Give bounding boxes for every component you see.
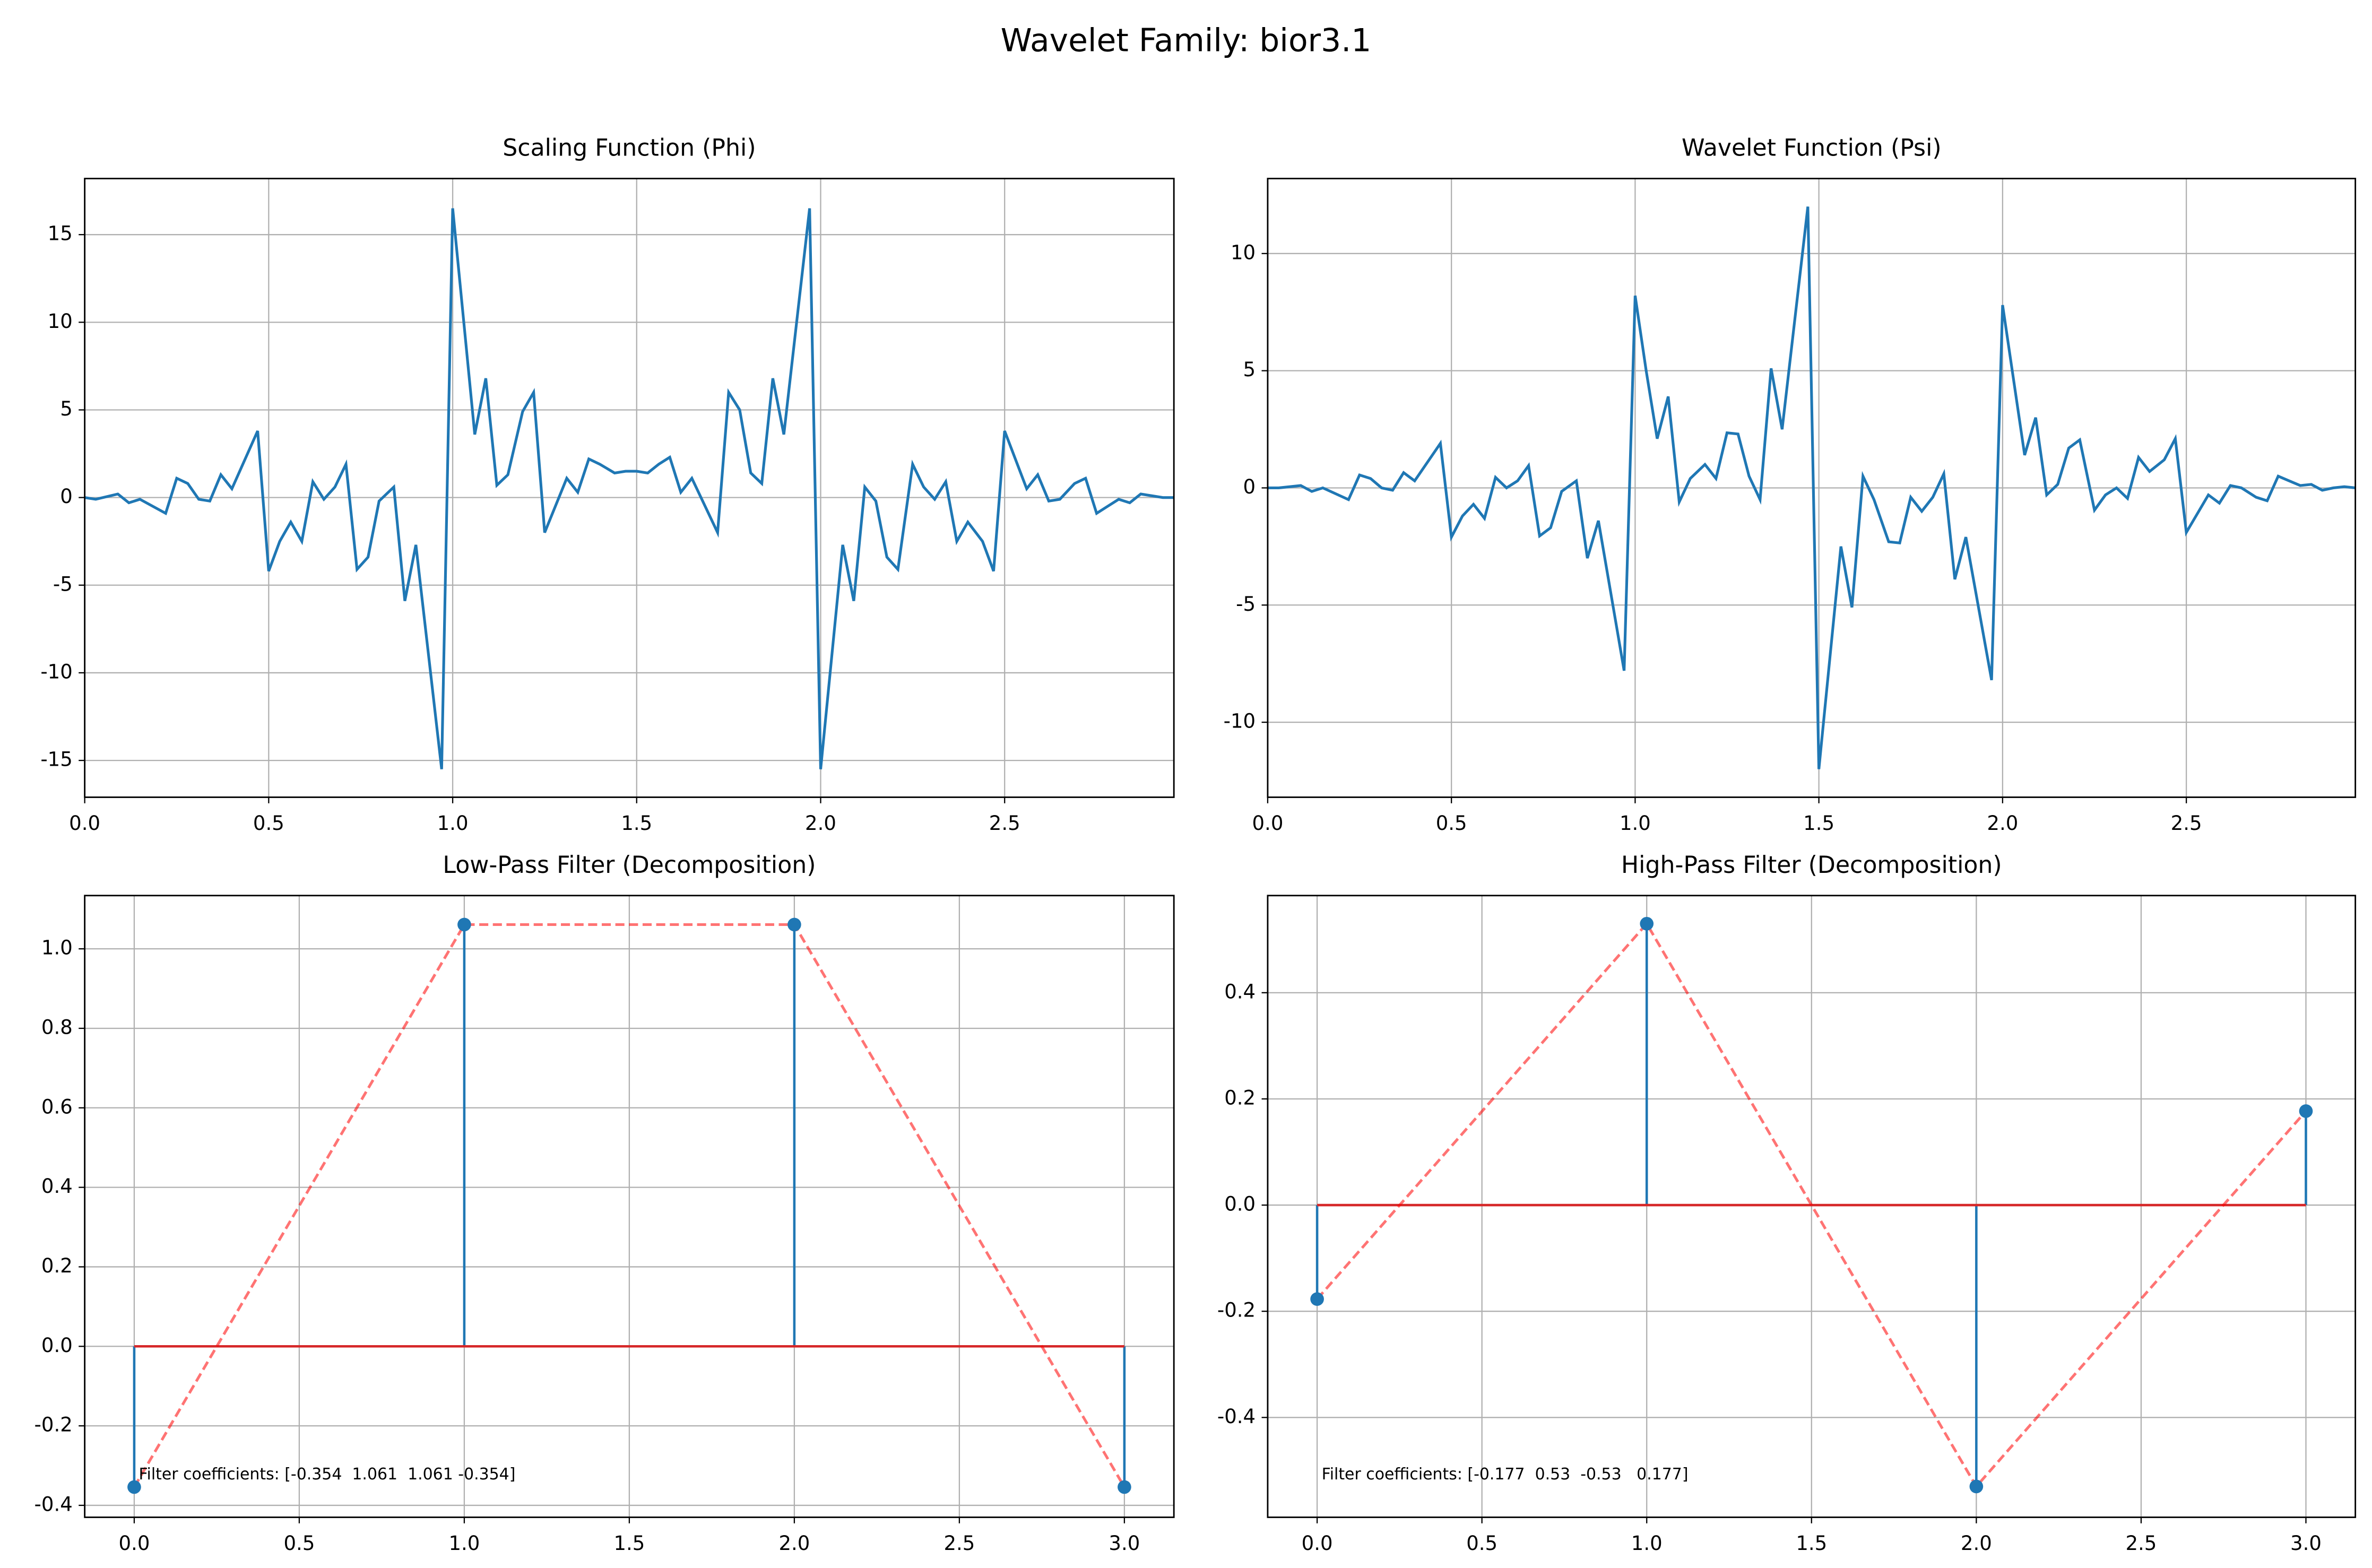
data-line <box>84 208 1174 769</box>
y-tick-label: -0.2 <box>34 1414 73 1436</box>
x-tick-label: 0.5 <box>283 1532 315 1555</box>
subplot-title: High-Pass Filter (Decomposition) <box>1621 852 2002 879</box>
stem-marker <box>787 917 801 932</box>
y-tick-label: -5 <box>53 573 73 595</box>
x-tick-label: 2.0 <box>778 1532 810 1555</box>
x-tick-label: 1.0 <box>1631 1532 1663 1555</box>
annotation: Filter coefficients: [-0.354 1.061 1.061… <box>138 1465 515 1484</box>
axes-frame <box>1267 895 2357 1518</box>
stem-marker <box>1969 1479 1984 1494</box>
stem-marker <box>1640 916 1654 931</box>
axes-frame <box>84 895 1175 1518</box>
subplot: Wavelet Function (Psi) 0.0 0.5 1.0 1.5 2.0 2.5… <box>1224 135 2357 835</box>
y-tick-label: 15 <box>48 222 73 245</box>
y-tick-label: 0.4 <box>41 1175 73 1198</box>
x-tick-label: 3.0 <box>2290 1532 2322 1555</box>
y-tick-label: 0.2 <box>41 1254 73 1277</box>
x-tick-label: 0.5 <box>1466 1532 1497 1555</box>
x-tick-label: 1.5 <box>1803 812 1834 835</box>
subplot: Low-Pass Filter (Decomposition) 0.0 0.5 1.0… <box>34 852 1175 1555</box>
x-tick-label: 1.0 <box>437 812 469 835</box>
subplot: High-Pass Filter (Decomposition) 0.0 0.5 1.… <box>1217 852 2357 1555</box>
axes-frame <box>1267 178 2357 798</box>
data-line <box>1267 206 2356 769</box>
connecting-line <box>133 923 1126 1488</box>
stem-marker <box>127 1480 141 1494</box>
y-tick-label: 0.2 <box>1224 1086 1256 1109</box>
y-tick-label: 10 <box>48 310 73 333</box>
x-tick-label: 0.0 <box>1302 1532 1333 1555</box>
x-tick-label: 1.0 <box>448 1532 480 1555</box>
y-tick-label: 0.0 <box>41 1334 73 1357</box>
y-tick-label: 10 <box>1231 241 1256 264</box>
x-tick-label: 1.5 <box>1796 1532 1827 1555</box>
y-tick-label: -10 <box>1224 710 1256 733</box>
y-tick-label: -5 <box>1236 593 1256 616</box>
axes-frame <box>84 178 1175 798</box>
y-tick-label: -10 <box>40 660 73 683</box>
x-tick-label: 3.0 <box>1109 1532 1140 1555</box>
y-tick-label: -0.4 <box>1217 1405 1256 1428</box>
y-tick-label: 0 <box>60 485 73 508</box>
x-tick-label: 1.5 <box>613 1532 645 1555</box>
x-tick-label: 0.5 <box>1436 812 1467 835</box>
y-tick-label: 0.4 <box>1224 980 1256 1003</box>
subplot-title: Wavelet Function (Psi) <box>1682 135 1942 162</box>
x-tick-label: 2.5 <box>2125 1532 2157 1555</box>
x-tick-label: 0.0 <box>118 1532 150 1555</box>
subplot-title: Low-Pass Filter (Decomposition) <box>443 852 816 879</box>
y-tick-label: 0.0 <box>1224 1193 1256 1216</box>
y-tick-label: -0.4 <box>34 1493 73 1515</box>
x-tick-label: 0.0 <box>69 812 100 835</box>
connecting-line <box>1316 921 2307 1489</box>
stem-marker <box>2299 1104 2313 1118</box>
y-tick-label: 0.8 <box>41 1016 73 1038</box>
subplot: Scaling Function (Phi) 0.0 0.5 1.0 1.5 2.0 2.5… <box>40 135 1175 835</box>
x-tick-label: 2.0 <box>1987 812 2018 835</box>
y-tick-label: 0 <box>1243 475 1256 498</box>
x-tick-label: 0.5 <box>253 812 284 835</box>
stem-marker <box>1310 1292 1324 1306</box>
x-tick-label: 2.5 <box>943 1532 975 1555</box>
x-tick-label: 1.0 <box>1620 812 1651 835</box>
y-tick-label: -15 <box>40 748 73 771</box>
x-tick-label: 2.0 <box>1961 1532 1992 1555</box>
y-tick-label: 0.6 <box>41 1095 73 1118</box>
x-tick-label: 1.5 <box>621 812 652 835</box>
y-tick-label: 1.0 <box>41 937 73 959</box>
stem-marker <box>1118 1480 1131 1494</box>
subplot-title: Scaling Function (Phi) <box>503 135 756 162</box>
x-tick-label: 0.0 <box>1252 812 1283 835</box>
annotation: Filter coefficients: [-0.177 0.53 -0.53 … <box>1322 1465 1689 1484</box>
y-tick-label: 5 <box>60 397 73 420</box>
stem-marker <box>457 917 471 932</box>
figure-title: Wavelet Family: bior3.1 <box>1001 22 1372 59</box>
y-tick-label: -0.2 <box>1217 1299 1256 1322</box>
x-tick-label: 2.5 <box>2171 812 2202 835</box>
x-tick-label: 2.5 <box>989 812 1020 835</box>
y-tick-label: 5 <box>1243 358 1256 381</box>
x-tick-label: 2.0 <box>805 812 836 835</box>
